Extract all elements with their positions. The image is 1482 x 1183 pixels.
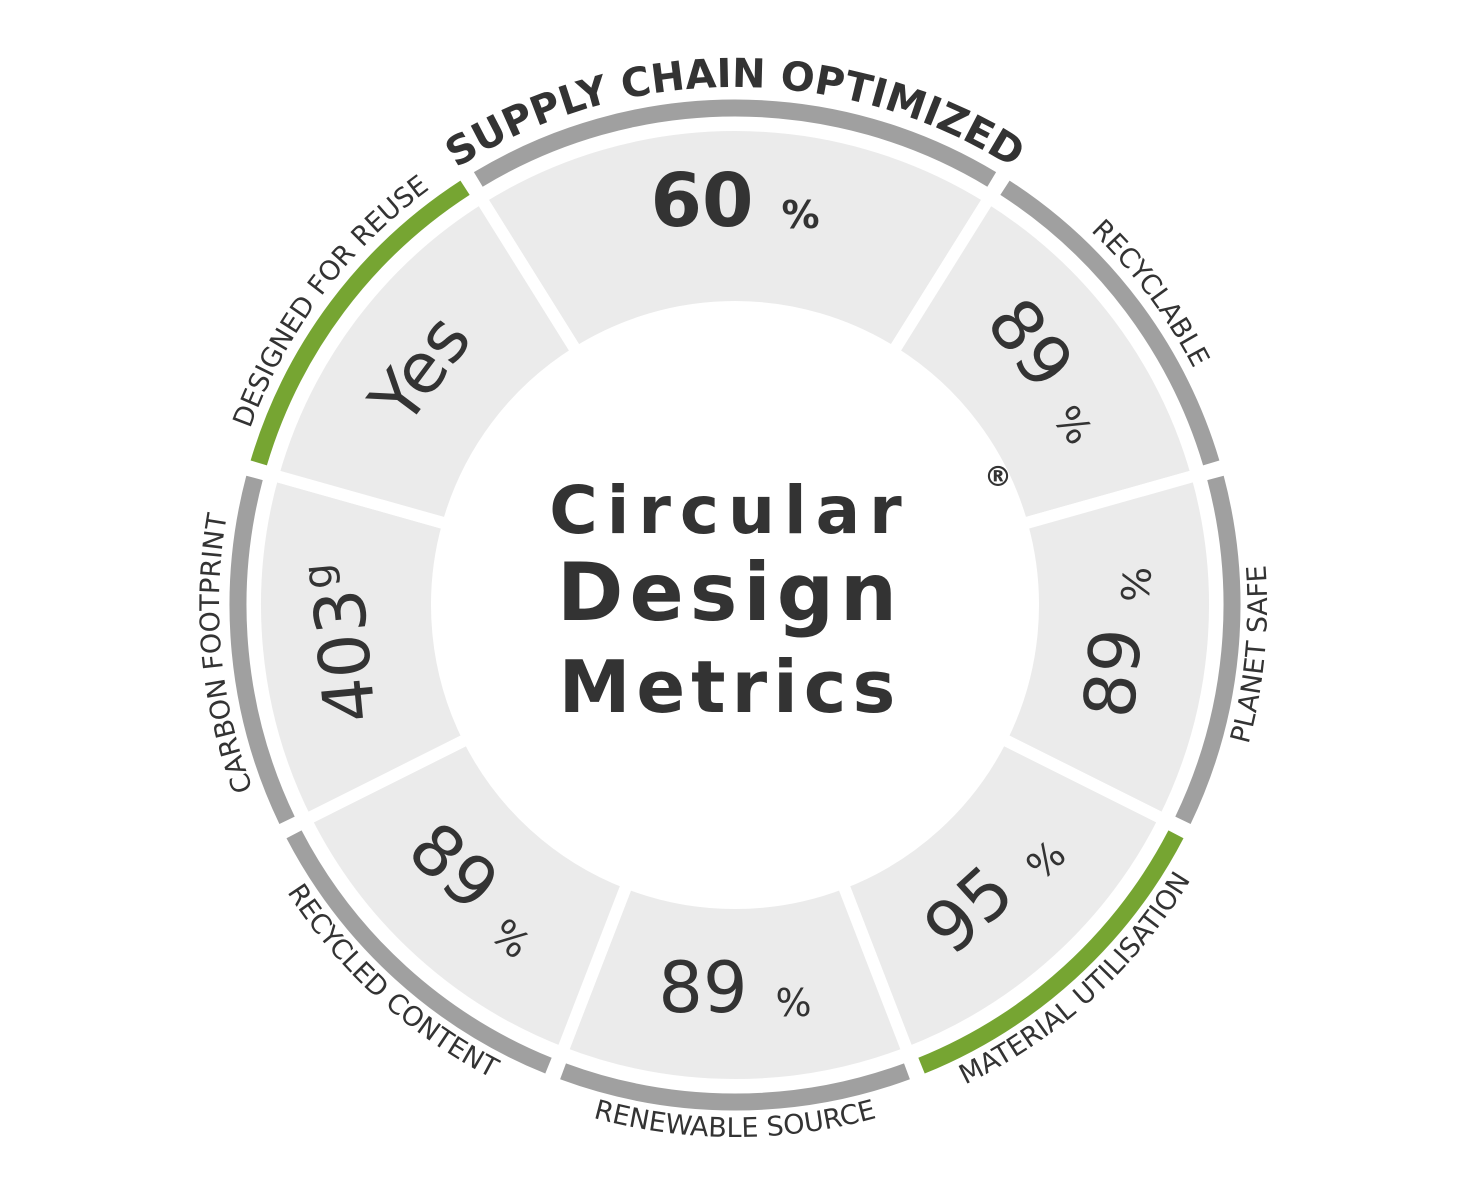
value-number: 403: [298, 585, 392, 726]
segment: [472, 119, 998, 361]
center-disc: [435, 305, 1035, 905]
segment-value: 60%: [650, 158, 819, 244]
value-unit: %: [1113, 564, 1160, 604]
ring-arc: [1175, 475, 1241, 824]
title-line: Design: [557, 546, 903, 639]
value-unit: %: [775, 981, 811, 1025]
value-unit: %: [781, 193, 819, 237]
segment-value: 89%: [658, 947, 811, 1029]
title-line: Metrics: [559, 645, 902, 729]
segment-label: CARBON FOOTPRINT: [195, 511, 260, 797]
center-title: Circular Design Metrics ®: [549, 460, 1012, 729]
value-number: 60: [650, 158, 753, 244]
segment: [265, 189, 586, 532]
trademark: ®: [984, 460, 1012, 493]
segment-value: 89%: [1068, 561, 1164, 721]
value-unit: g: [294, 562, 342, 592]
ring-arc: [229, 475, 295, 824]
ring-arc: [250, 180, 470, 466]
value-number: 89: [1068, 625, 1158, 721]
ring-arc: [560, 1063, 910, 1111]
value-number: 89: [658, 947, 747, 1029]
segment-label-text: CARBON FOOTPRINT: [195, 511, 260, 797]
segment-value: 403g: [294, 558, 392, 726]
ring-arc: [918, 830, 1184, 1074]
title-line: Circular: [549, 472, 910, 549]
ring-arc: [286, 830, 552, 1074]
ring-arc: [1000, 180, 1220, 466]
ring-arc: [473, 99, 997, 187]
